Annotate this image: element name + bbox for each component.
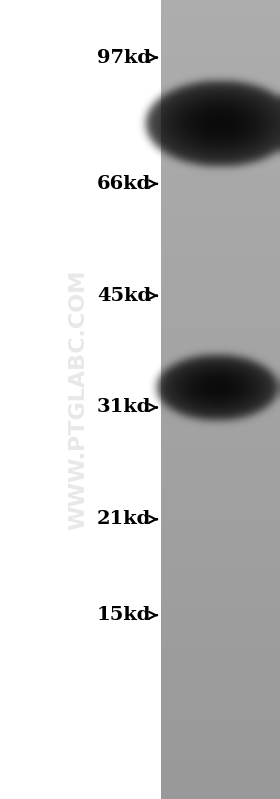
Text: 15kd: 15kd — [97, 606, 151, 624]
Text: WWW.PTGLABC.COM: WWW.PTGLABC.COM — [68, 269, 88, 530]
Text: 97kd: 97kd — [97, 49, 151, 66]
Text: 66kd: 66kd — [97, 175, 151, 193]
Text: 21kd: 21kd — [97, 511, 151, 528]
Text: 45kd: 45kd — [97, 287, 151, 304]
Text: 31kd: 31kd — [97, 399, 151, 416]
